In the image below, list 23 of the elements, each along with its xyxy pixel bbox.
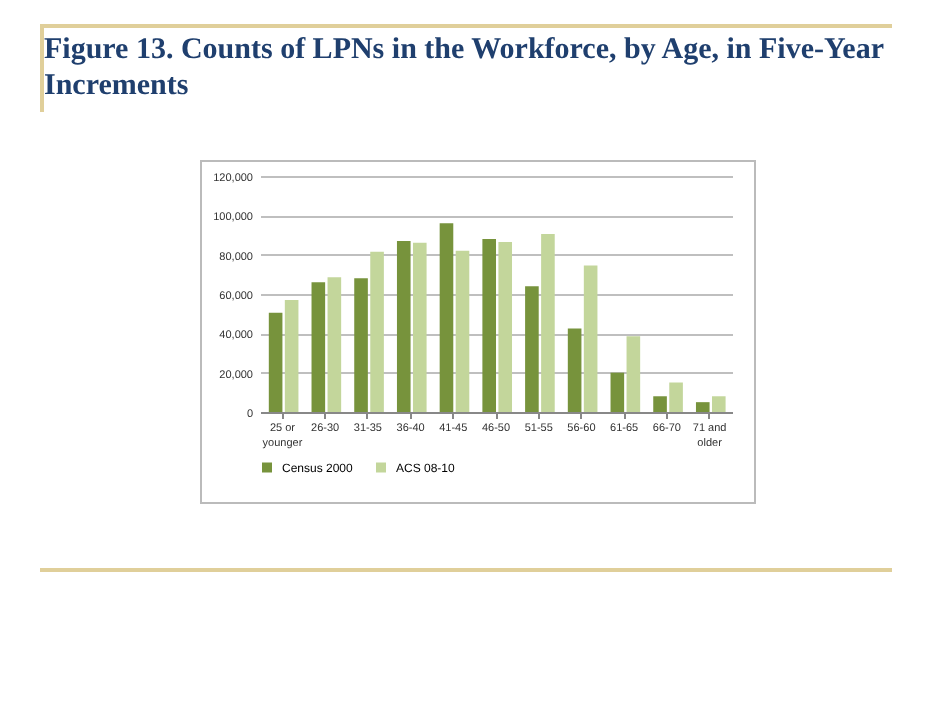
bar [396, 240, 411, 412]
bar [610, 372, 625, 412]
bar [439, 223, 454, 412]
bar [653, 396, 667, 412]
bar [711, 396, 726, 412]
bar [268, 312, 283, 412]
bar [541, 234, 555, 412]
bar [482, 238, 496, 412]
bar [311, 282, 326, 412]
bar [626, 336, 641, 412]
bar [412, 242, 427, 412]
bar [354, 278, 368, 412]
chart-title: Figure 13. Counts of LPNs in the Workforce, by Age, in Five-Year Increments [44, 32, 884, 104]
bar [525, 286, 539, 412]
bar [669, 382, 683, 412]
bar [370, 251, 384, 412]
bar [498, 241, 513, 412]
bar [583, 265, 598, 412]
bar [695, 402, 710, 412]
bar [284, 299, 299, 412]
bar [567, 328, 582, 412]
bar [455, 250, 470, 412]
bar [327, 277, 342, 412]
